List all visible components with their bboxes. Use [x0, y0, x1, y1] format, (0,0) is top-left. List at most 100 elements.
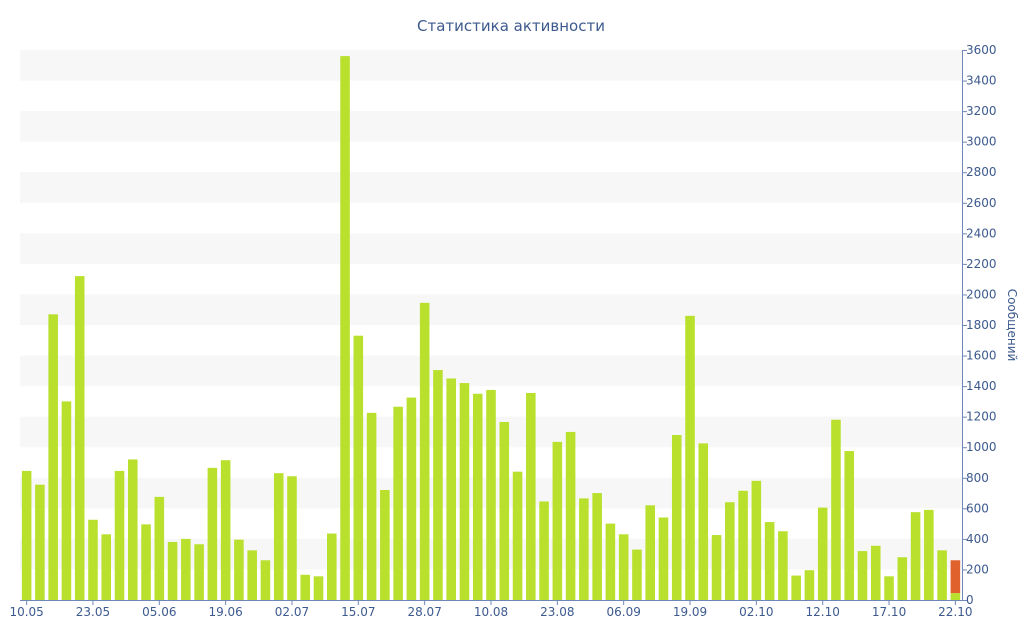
bar — [194, 544, 204, 600]
x-tick-label: 22.10 — [938, 605, 972, 619]
bar — [552, 441, 563, 600]
y-tick-label: 1200 — [966, 410, 997, 424]
y-tick-label: 1400 — [966, 379, 997, 393]
bar — [632, 549, 642, 600]
y-tick-label: 3400 — [966, 74, 997, 88]
bar — [207, 467, 218, 600]
bar — [61, 401, 72, 600]
bar — [738, 490, 748, 600]
bar — [141, 524, 151, 600]
bar — [791, 575, 801, 600]
y-tick-label: 3600 — [966, 43, 997, 57]
x-tick-label: 19.06 — [208, 605, 242, 619]
bar — [844, 451, 855, 600]
bar — [937, 550, 947, 600]
bar — [167, 541, 178, 600]
y-tick-label: 600 — [966, 501, 989, 515]
bar — [35, 484, 45, 600]
bar — [353, 335, 364, 600]
bar — [698, 443, 709, 600]
bar — [526, 392, 536, 600]
bar — [817, 507, 828, 600]
bar — [910, 512, 921, 600]
bar — [725, 502, 735, 600]
y-axis-label: Сообщений — [1005, 289, 1019, 362]
x-tick-label: 10.08 — [474, 605, 508, 619]
bar — [88, 519, 98, 600]
bar — [685, 315, 695, 600]
bar — [539, 501, 549, 600]
bar — [751, 480, 762, 600]
bar — [486, 389, 496, 600]
bar — [671, 435, 682, 600]
y-tick-label: 200 — [966, 562, 989, 576]
bar — [459, 383, 470, 600]
bar — [393, 406, 403, 600]
x-ticks: 10.05 23.05 05.06 19.06 02.07 15.07 28.07 10.08… — [9, 600, 973, 619]
x-tick-label: 15.07 — [341, 605, 375, 619]
bar — [247, 550, 257, 600]
y-tick-label: 2000 — [966, 287, 997, 301]
bar — [778, 531, 788, 600]
x-tick-label: 05.06 — [142, 605, 176, 619]
bar — [592, 493, 602, 600]
y-tick-label: 800 — [966, 471, 989, 485]
bar — [419, 302, 430, 600]
x-tick-label: 19.09 — [673, 605, 707, 619]
bar — [21, 470, 32, 600]
grid-band — [20, 233, 962, 264]
grid-band — [20, 50, 962, 81]
bar — [340, 56, 350, 601]
bar — [658, 517, 669, 600]
bar — [446, 378, 456, 600]
grid-band — [20, 294, 962, 325]
bar — [114, 470, 125, 600]
bar — [645, 505, 655, 600]
bar — [870, 545, 881, 600]
bar — [273, 473, 284, 600]
y-tick-label: 400 — [966, 532, 989, 546]
bar — [831, 419, 841, 600]
x-tick-label: 06.09 — [606, 605, 640, 619]
x-tick-label: 02.07 — [275, 605, 309, 619]
bar — [154, 496, 165, 600]
x-tick-label: 23.05 — [76, 605, 110, 619]
bar — [101, 534, 112, 600]
bar — [313, 576, 324, 600]
bar — [327, 533, 337, 600]
x-tick-label: 17.10 — [872, 605, 906, 619]
bar — [406, 397, 417, 600]
x-tick-label: 28.07 — [407, 605, 441, 619]
bar — [764, 522, 775, 600]
y-tick-label: 1000 — [966, 440, 997, 454]
bar — [433, 370, 443, 600]
bar — [950, 560, 961, 594]
bar — [234, 539, 244, 600]
grid-band — [20, 111, 962, 142]
bar — [605, 523, 616, 600]
bar — [472, 393, 483, 600]
bar — [260, 560, 271, 600]
x-tick-label: 10.05 — [9, 605, 43, 619]
bars — [21, 56, 961, 601]
bar — [857, 551, 868, 600]
y-tick-label: 3000 — [966, 135, 997, 149]
grid-band — [20, 172, 962, 203]
x-tick-label: 23.08 — [540, 605, 574, 619]
bar — [618, 534, 629, 600]
chart-title: Статистика активности — [417, 17, 605, 35]
bar — [366, 412, 377, 600]
y-tick-label: 2200 — [966, 257, 997, 271]
bar — [74, 276, 85, 600]
bar — [579, 498, 589, 600]
x-tick-label: 02.10 — [739, 605, 773, 619]
y-tick-label: 0 — [966, 593, 974, 607]
bar — [499, 422, 510, 600]
y-ticks: 0 200 400 600 800 1000 1200 1400 1600 1800 2000 220… — [962, 43, 997, 607]
bar — [380, 490, 390, 600]
bar — [512, 471, 523, 600]
bar — [950, 593, 961, 600]
bar — [804, 570, 815, 600]
y-tick-label: 2400 — [966, 226, 997, 240]
